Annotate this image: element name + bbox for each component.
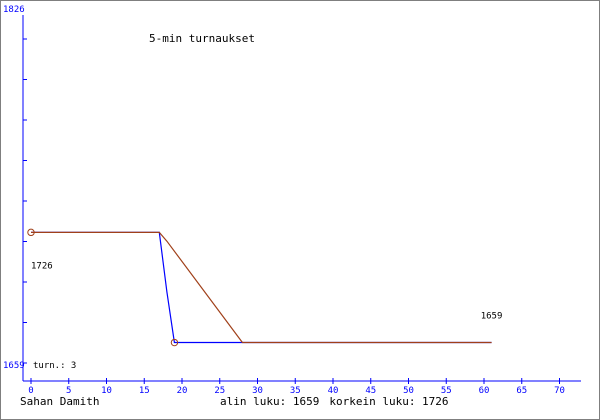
- chart-labels: 1826 1659 turn.: 3 0 5 10 15 20 25 30 35 40 45 50 55 60…: [3, 5, 565, 396]
- x-tick-label: 15: [139, 386, 150, 396]
- y-axis-top-label: 1826: [3, 5, 25, 15]
- x-tick-label: 55: [441, 386, 452, 396]
- data-point-marker: [170, 338, 179, 347]
- highest-rating: korkein luku: 1726: [329, 395, 449, 408]
- x-tick-label: 60: [479, 386, 490, 396]
- x-tick-label: 35: [290, 386, 301, 396]
- x-tick-label: 5: [66, 386, 71, 396]
- series-line-1: [31, 231, 492, 344]
- data-annotation: 1659: [481, 312, 503, 322]
- x-tick-label: 45: [365, 386, 376, 396]
- turns-label: turn.: 3: [33, 361, 76, 371]
- x-tick-label: 30: [252, 386, 263, 396]
- chart-series: [27, 228, 492, 347]
- rating-stats: alin luku: 1659 korkein luku: 1726: [220, 395, 449, 408]
- x-tick-label: 50: [403, 386, 414, 396]
- lowest-rating: alin luku: 1659: [220, 395, 320, 408]
- chart-axes: [22, 15, 581, 384]
- x-tick-label: 20: [177, 386, 188, 396]
- chart-title: 5-min turnaukset: [149, 32, 255, 45]
- x-tick-label: 0: [28, 386, 33, 396]
- x-tick-label: 25: [214, 386, 225, 396]
- player-name: Sahan Damith: [20, 395, 100, 408]
- x-tick-label: 10: [101, 386, 112, 396]
- y-axis-bottom-label: 1659: [3, 361, 25, 371]
- series-line-2: [31, 231, 492, 344]
- x-tick-label: 65: [516, 386, 527, 396]
- x-tick-label: 70: [554, 386, 565, 396]
- x-tick-label: 40: [328, 386, 339, 396]
- data-point-marker: [27, 228, 35, 237]
- data-annotation: 1726: [31, 261, 53, 271]
